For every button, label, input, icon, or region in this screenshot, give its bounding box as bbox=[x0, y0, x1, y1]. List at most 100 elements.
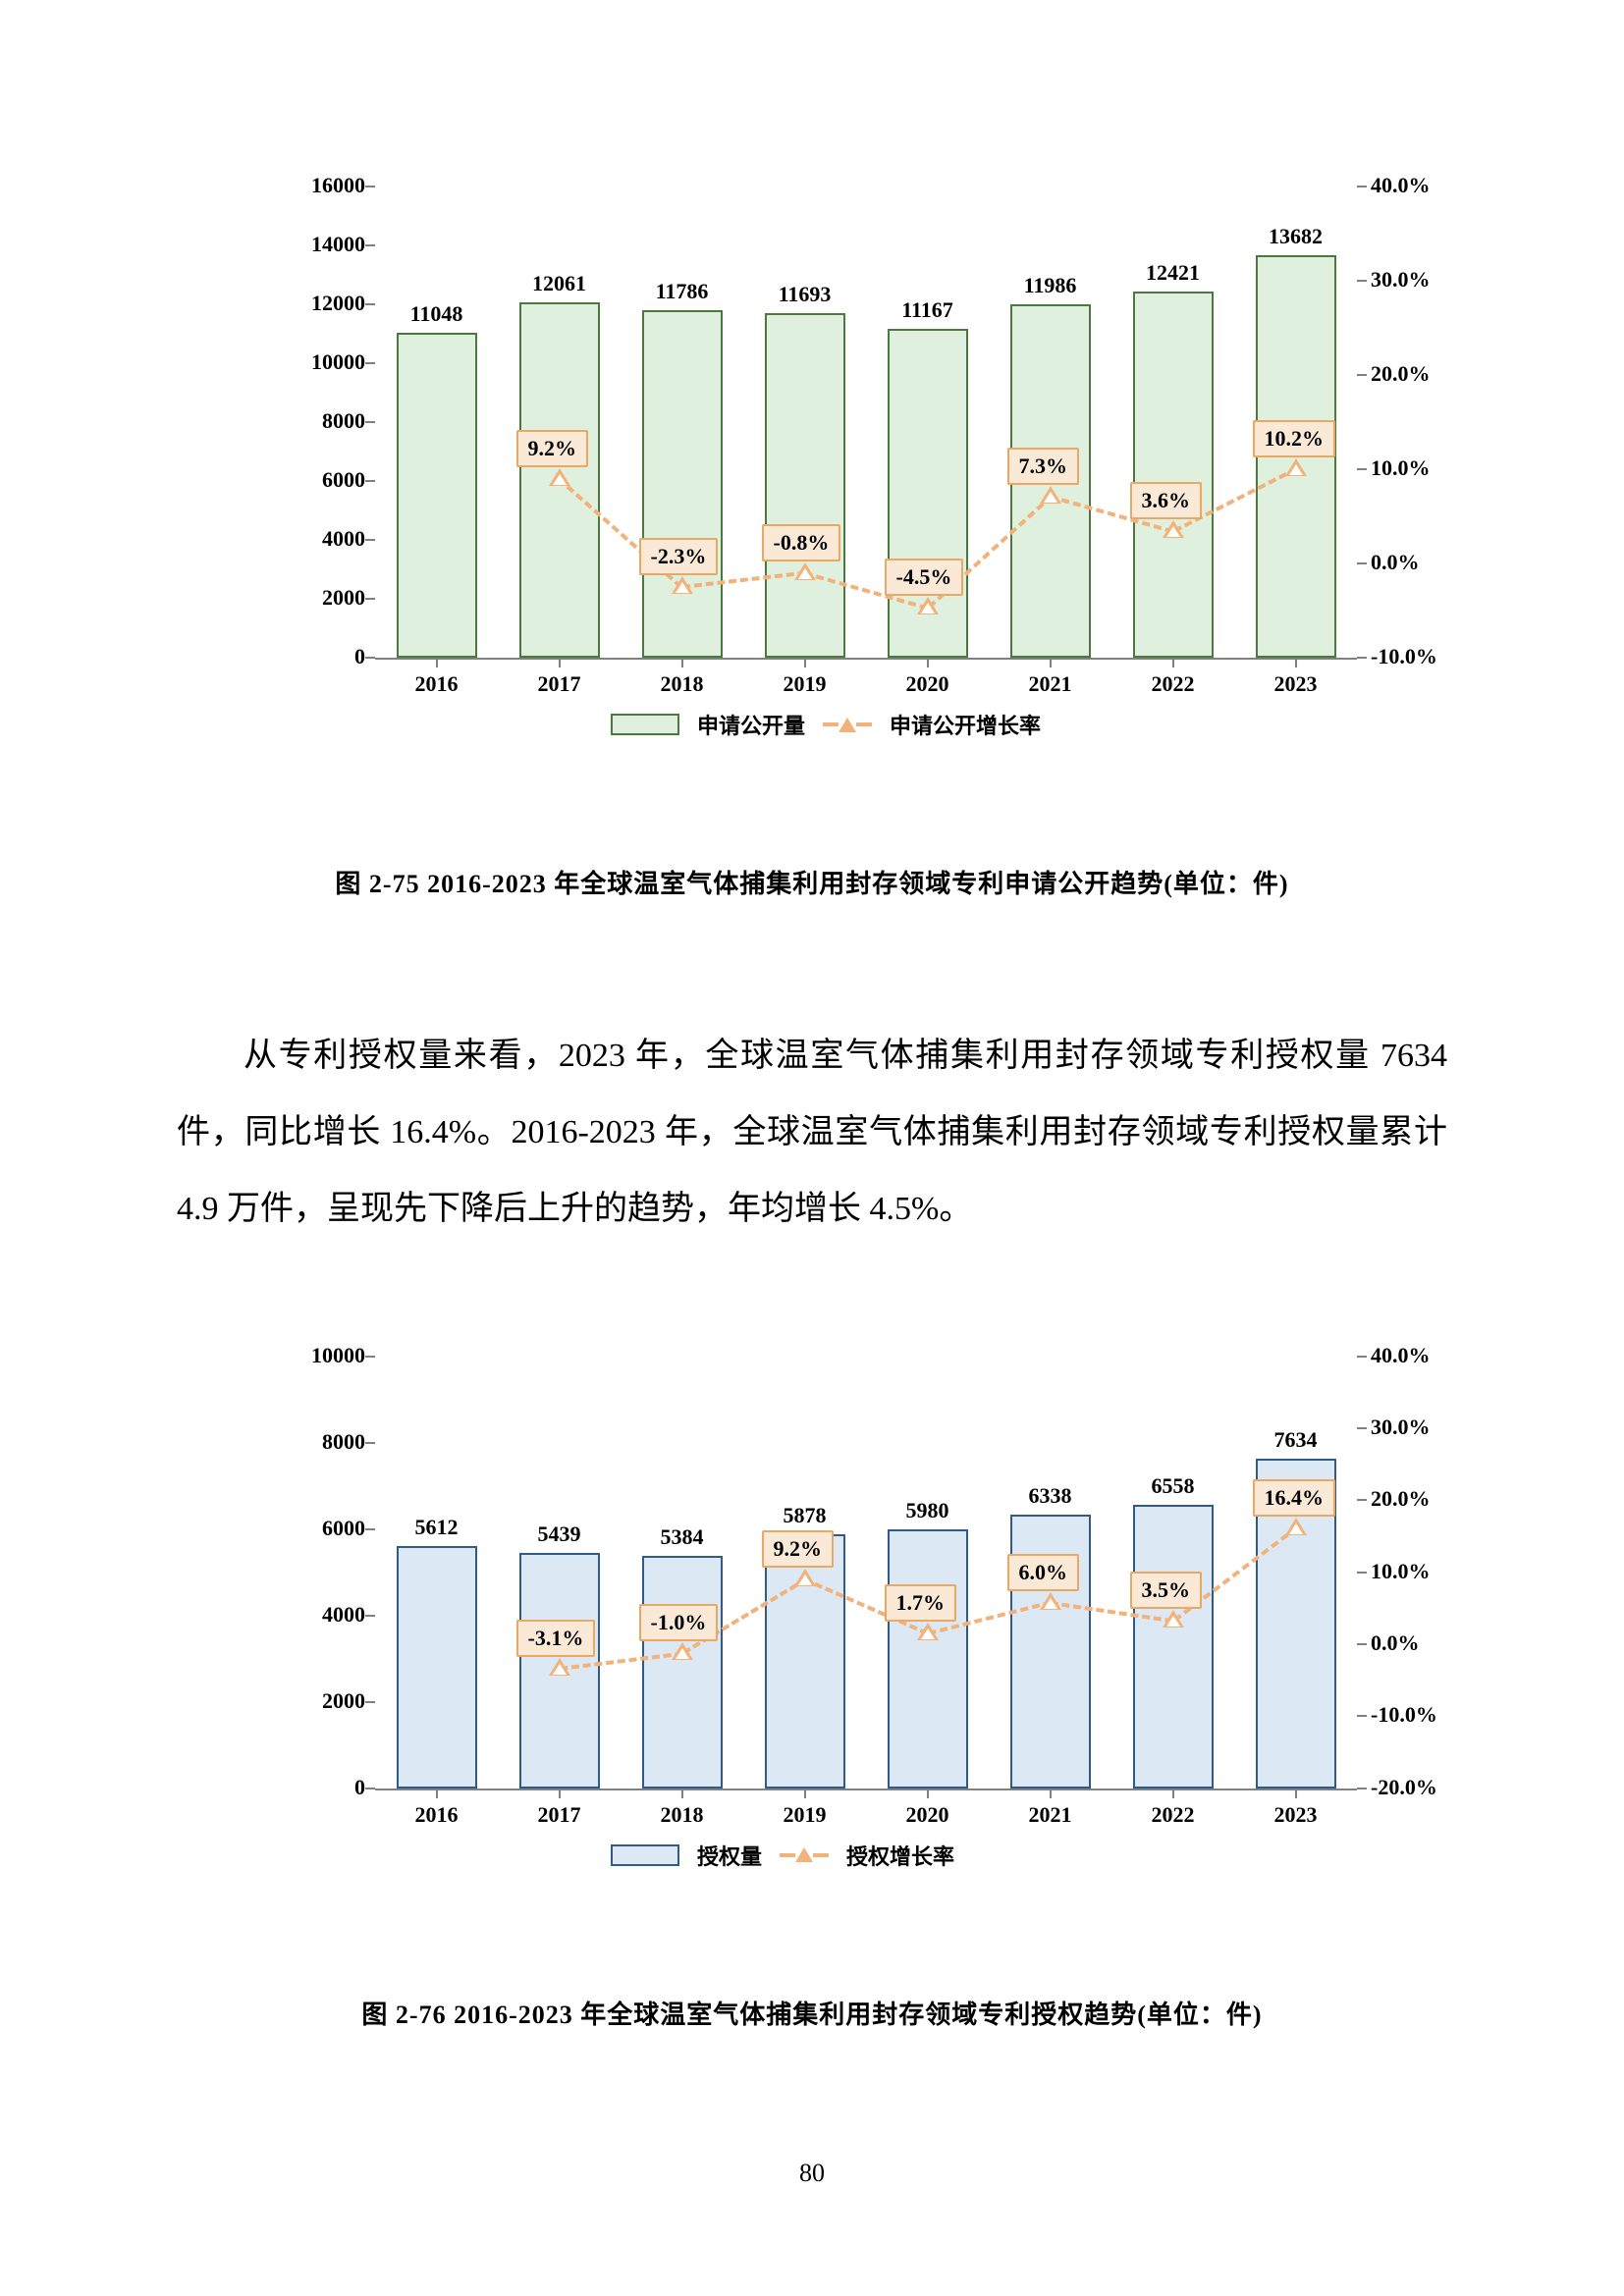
chart-2: 0200040006000800010000-20.0%-10.0%0.0%10… bbox=[179, 1337, 1445, 1926]
bar bbox=[1133, 292, 1214, 658]
growth-rate-label: 9.2% bbox=[762, 1530, 835, 1568]
bar-value-label: 11048 bbox=[378, 301, 496, 327]
y1-tick: 4000 bbox=[257, 1602, 365, 1628]
bar bbox=[642, 310, 723, 658]
x-category-label: 2023 bbox=[1247, 671, 1345, 697]
x-category-label: 2022 bbox=[1124, 1802, 1222, 1828]
growth-rate-label: 16.4% bbox=[1253, 1479, 1336, 1517]
x-category-label: 2023 bbox=[1247, 1802, 1345, 1828]
legend-bar-label: 授权量 bbox=[697, 1840, 762, 1871]
legend-bar-swatch bbox=[611, 1844, 679, 1866]
chart-1-plot: 0200040006000800010000120001400016000-10… bbox=[179, 167, 1445, 795]
y1-tick: 0 bbox=[257, 1775, 365, 1800]
body-paragraph: 从专利授权量来看，2023 年，全球温室气体捕集利用封存领域专利授权量 7634… bbox=[177, 1018, 1447, 1249]
chart-1-caption: 图 2-75 2016-2023 年全球温室气体捕集利用封存领域专利申请公开趋势… bbox=[177, 864, 1447, 900]
bar bbox=[397, 333, 477, 658]
chart-legend: 授权量 授权增长率 bbox=[611, 1840, 954, 1871]
x-category-label: 2018 bbox=[633, 671, 731, 697]
bar-value-label: 5612 bbox=[378, 1515, 496, 1540]
y1-tick: 2000 bbox=[257, 585, 365, 611]
y2-tick: -10.0% bbox=[1371, 644, 1479, 669]
y2-tick: 10.0% bbox=[1371, 1559, 1479, 1584]
y2-tick: 20.0% bbox=[1371, 1486, 1479, 1512]
y2-tick: 40.0% bbox=[1371, 173, 1479, 198]
bar-value-label: 11693 bbox=[746, 282, 864, 307]
y2-tick: 0.0% bbox=[1371, 550, 1479, 575]
bar-value-label: 12061 bbox=[501, 271, 619, 296]
y1-tick: 10000 bbox=[257, 349, 365, 375]
y2-tick: 40.0% bbox=[1371, 1343, 1479, 1368]
legend-line-label: 申请公开增长率 bbox=[890, 709, 1041, 740]
y1-tick: 12000 bbox=[257, 291, 365, 316]
x-category-label: 2018 bbox=[633, 1802, 731, 1828]
y1-tick: 6000 bbox=[257, 467, 365, 493]
y1-tick: 6000 bbox=[257, 1516, 365, 1541]
bar-value-label: 5439 bbox=[501, 1522, 619, 1547]
bar-value-label: 5878 bbox=[746, 1503, 864, 1528]
y2-tick: 30.0% bbox=[1371, 1415, 1479, 1440]
bar-value-label: 6338 bbox=[992, 1483, 1110, 1509]
bar bbox=[1133, 1505, 1214, 1789]
bar bbox=[888, 1529, 968, 1788]
bar-value-label: 5980 bbox=[869, 1498, 987, 1523]
y2-tick: 0.0% bbox=[1371, 1630, 1479, 1656]
legend-line-swatch bbox=[823, 718, 872, 732]
y1-tick: 8000 bbox=[257, 408, 365, 434]
bar-value-label: 6558 bbox=[1114, 1473, 1232, 1499]
bar-value-label: 12421 bbox=[1114, 260, 1232, 286]
page-number: 80 bbox=[0, 2159, 1624, 2188]
growth-rate-label: -3.1% bbox=[516, 1620, 596, 1657]
growth-rate-label: 3.6% bbox=[1130, 482, 1203, 519]
y1-tick: 4000 bbox=[257, 526, 365, 552]
y1-tick: 14000 bbox=[257, 232, 365, 257]
legend-bar-swatch bbox=[611, 714, 679, 735]
chart-legend: 申请公开量 申请公开增长率 bbox=[611, 709, 1041, 740]
bar-value-label: 11167 bbox=[869, 297, 987, 323]
x-category-label: 2020 bbox=[879, 1802, 977, 1828]
growth-rate-label: -4.5% bbox=[885, 559, 964, 596]
x-category-label: 2019 bbox=[756, 1802, 854, 1828]
x-category-label: 2016 bbox=[388, 671, 486, 697]
growth-rate-label: 1.7% bbox=[885, 1584, 957, 1622]
growth-rate-label: 9.2% bbox=[516, 430, 589, 467]
x-category-label: 2022 bbox=[1124, 671, 1222, 697]
x-category-label: 2017 bbox=[511, 671, 609, 697]
y1-tick: 2000 bbox=[257, 1688, 365, 1714]
x-category-label: 2017 bbox=[511, 1802, 609, 1828]
y2-tick: 10.0% bbox=[1371, 455, 1479, 481]
legend-bar-label: 申请公开量 bbox=[697, 709, 805, 740]
chart-2-caption: 图 2-76 2016-2023 年全球温室气体捕集利用封存领域专利授权趋势(单… bbox=[177, 1995, 1447, 2031]
bar-value-label: 11986 bbox=[992, 273, 1110, 298]
legend-line-swatch bbox=[780, 1847, 829, 1862]
x-category-label: 2019 bbox=[756, 671, 854, 697]
growth-rate-label: -1.0% bbox=[639, 1604, 719, 1641]
y1-tick: 8000 bbox=[257, 1429, 365, 1455]
growth-rate-label: -2.3% bbox=[639, 538, 719, 575]
growth-rate-label: 10.2% bbox=[1253, 420, 1336, 457]
y2-tick: 20.0% bbox=[1371, 361, 1479, 387]
x-category-label: 2021 bbox=[1001, 671, 1100, 697]
y1-tick: 16000 bbox=[257, 173, 365, 198]
bar bbox=[642, 1556, 723, 1789]
x-category-label: 2016 bbox=[388, 1802, 486, 1828]
bar-value-label: 11786 bbox=[623, 279, 741, 304]
legend-line-label: 授权增长率 bbox=[846, 1840, 954, 1871]
bar-value-label: 5384 bbox=[623, 1524, 741, 1550]
growth-rate-label: 7.3% bbox=[1007, 448, 1080, 485]
y1-tick: 0 bbox=[257, 644, 365, 669]
chart-1: 0200040006000800010000120001400016000-10… bbox=[179, 167, 1445, 795]
x-category-label: 2021 bbox=[1001, 1802, 1100, 1828]
growth-rate-label: -0.8% bbox=[762, 524, 841, 561]
chart-2-plot: 0200040006000800010000-20.0%-10.0%0.0%10… bbox=[179, 1337, 1445, 1926]
y2-tick: 30.0% bbox=[1371, 267, 1479, 293]
y1-tick: 10000 bbox=[257, 1343, 365, 1368]
bar-value-label: 13682 bbox=[1237, 224, 1355, 249]
y2-tick: -20.0% bbox=[1371, 1775, 1479, 1800]
growth-rate-label: 6.0% bbox=[1007, 1554, 1080, 1591]
y2-tick: -10.0% bbox=[1371, 1702, 1479, 1728]
growth-rate-label: 3.5% bbox=[1130, 1572, 1203, 1609]
bar bbox=[397, 1546, 477, 1789]
bar bbox=[765, 313, 845, 658]
x-category-label: 2020 bbox=[879, 671, 977, 697]
bar-value-label: 7634 bbox=[1237, 1427, 1355, 1453]
